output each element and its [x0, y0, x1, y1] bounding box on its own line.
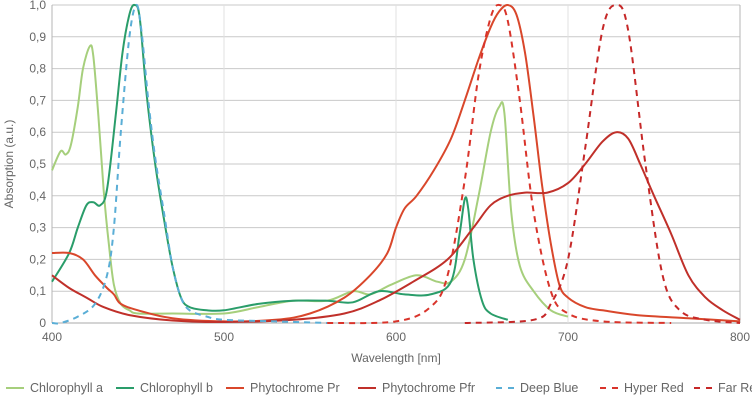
y-tick-label: 0,8	[29, 62, 46, 76]
legend-label: Chlorophyll b	[140, 381, 213, 395]
grid	[51, 4, 741, 324]
legend-swatch	[694, 387, 712, 389]
y-tick-label: 0,5	[29, 157, 46, 171]
legend-swatch	[496, 387, 514, 389]
y-axis-label: Absorption (a.u.)	[2, 120, 16, 209]
y-tick-label: 0,2	[29, 252, 46, 266]
y-tick-label: 0	[39, 316, 46, 330]
legend-item-phytochrome-pfr: Phytochrome Pfr	[358, 381, 475, 395]
series-line-chlorophyll-a	[51, 44, 569, 318]
legend-swatch	[600, 387, 618, 389]
y-axis-ticks: 0 0,1 0,2 0,3 0,4 0,5 0,6 0,7 0,8 0,9 1,0	[29, 0, 46, 330]
series-line-far-red	[464, 3, 741, 324]
y-tick-label: 0,3	[29, 221, 46, 235]
absorption-chart: 0 0,1 0,2 0,3 0,4 0,5 0,6 0,7 0,8 0,9 1,0 400 500 60…	[2, 0, 750, 365]
series-line-chlorophyll-b	[51, 3, 509, 321]
series-line-phytochrome-pr	[51, 3, 741, 323]
legend-item-hyper-red: Hyper Red	[600, 381, 684, 395]
y-tick-label: 0,4	[29, 189, 46, 203]
legend-swatch	[358, 387, 376, 389]
legend-swatch	[6, 387, 24, 389]
y-tick-label: 0,9	[29, 30, 46, 44]
legend-label: Deep Blue	[520, 381, 579, 395]
legend-label: Far Red	[718, 381, 752, 395]
x-tick-label: 400	[42, 330, 62, 344]
legend-label: Phytochrome Pfr	[382, 381, 476, 395]
series-line-phytochrome-pfr	[51, 131, 741, 324]
x-tick-label: 800	[730, 330, 750, 344]
legend-label: Chlorophyll a	[30, 381, 103, 395]
legend-swatch	[116, 387, 134, 389]
legend-item-chlorophyll-a: Chlorophyll a	[6, 381, 103, 395]
x-tick-label: 700	[558, 330, 578, 344]
x-tick-label: 500	[214, 330, 234, 344]
legend-item-phytochrome-pr: Phytochrome Pr	[226, 381, 340, 395]
x-tick-label: 600	[386, 330, 406, 344]
x-axis-label: Wavelength [nm]	[351, 351, 441, 365]
x-axis-ticks: 400 500 600 700 800	[42, 330, 750, 344]
legend-label: Hyper Red	[624, 381, 684, 395]
y-tick-label: 0,6	[29, 125, 46, 139]
legend-item-deep-blue: Deep Blue	[496, 381, 578, 395]
legend-item-far-red: Far Red	[694, 381, 752, 395]
legend-label: Phytochrome Pr	[250, 381, 340, 395]
legend-item-chlorophyll-b: Chlorophyll b	[116, 381, 213, 395]
y-tick-label: 0,7	[29, 93, 46, 107]
legend-swatch	[226, 387, 244, 389]
y-tick-label: 0,1	[29, 284, 46, 298]
series-line-hyper-red	[327, 3, 672, 325]
y-tick-label: 1,0	[29, 0, 46, 12]
series-lines	[51, 3, 741, 325]
